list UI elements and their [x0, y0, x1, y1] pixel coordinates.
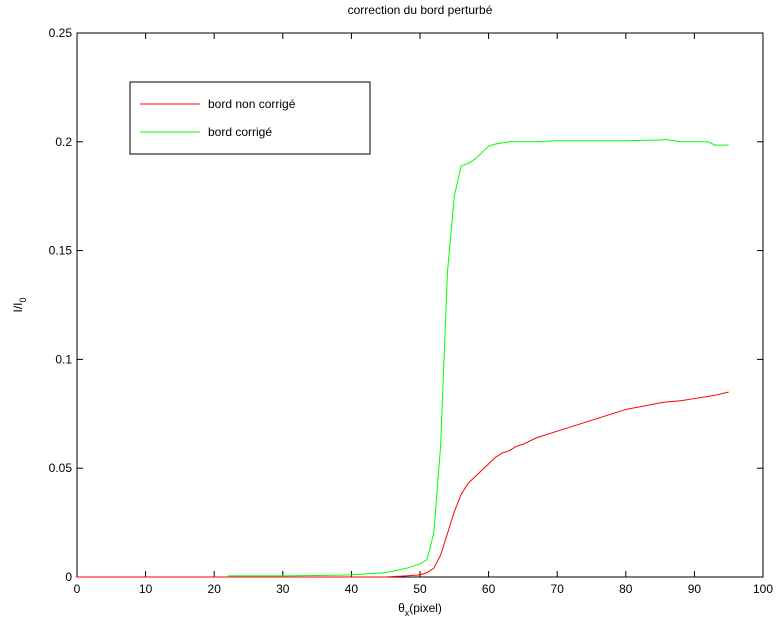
x-tick-label: 0	[74, 582, 81, 596]
y-tick-label: 0.1	[55, 352, 72, 366]
x-tick-label: 100	[753, 582, 773, 596]
legend-label: bord corrigé	[208, 125, 272, 139]
y-tick-label: 0.15	[49, 244, 73, 258]
y-tick-label: 0.05	[49, 461, 73, 475]
y-tick-label: 0.2	[55, 135, 72, 149]
x-label-main: θ	[398, 601, 405, 615]
x-tick-label: 90	[688, 582, 702, 596]
y-label-main: I/I	[11, 303, 25, 313]
x-axis-label: θx(pixel)	[398, 601, 442, 618]
x-tick-label: 40	[345, 582, 359, 596]
y-label-sub: 0	[18, 297, 28, 302]
x-tick-label: 30	[276, 582, 290, 596]
x-label-sub: x	[405, 608, 410, 618]
y-tick-label: 0	[65, 570, 72, 584]
series-line	[77, 391, 729, 578]
series-line	[227, 139, 729, 577]
x-tick-label: 60	[482, 582, 496, 596]
y-axis-label: I/I0	[11, 297, 28, 312]
x-label-unit: (pixel)	[409, 601, 442, 615]
chart-title: correction du bord perturbé	[348, 3, 493, 17]
legend-box	[129, 81, 371, 155]
x-tick-label: 20	[208, 582, 222, 596]
x-tick-label: 10	[139, 582, 153, 596]
y-tick-label: 0.25	[49, 26, 73, 40]
x-tick-label: 80	[619, 582, 633, 596]
x-tick-label: 70	[551, 582, 565, 596]
x-tick-label: 50	[413, 582, 427, 596]
legend-label: bord non corrigé	[208, 97, 296, 111]
